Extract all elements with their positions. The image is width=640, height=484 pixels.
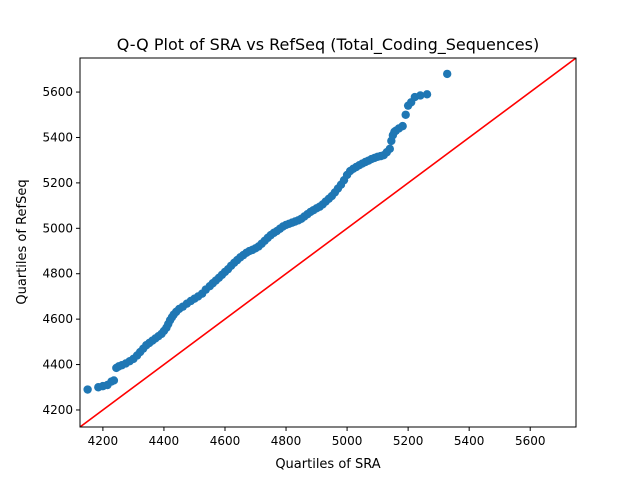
y-tick-label: 5200 xyxy=(42,176,73,190)
x-tick-label: 5200 xyxy=(393,434,424,448)
x-tick-label: 4400 xyxy=(149,434,180,448)
x-tick-label: 4800 xyxy=(271,434,302,448)
y-tick-label: 5600 xyxy=(42,85,73,99)
reference-line-layer xyxy=(80,58,576,427)
y-axis-label: Quartiles of RefSeq xyxy=(15,179,30,304)
data-point xyxy=(398,121,407,131)
x-tick-label: 5400 xyxy=(454,434,485,448)
y-tick-label: 4800 xyxy=(42,267,73,281)
y-tick-label: 4600 xyxy=(42,312,73,326)
data-point xyxy=(422,90,432,99)
reference-line xyxy=(80,58,576,427)
x-tick-label: 4600 xyxy=(210,434,241,448)
x-tick-label: 4200 xyxy=(88,434,119,448)
y-axis: 4200 4400 4600 4800 5000 5200 5400 5600 xyxy=(42,85,80,417)
points-layer xyxy=(83,69,452,394)
x-tick-label: 5600 xyxy=(515,434,546,448)
x-axis: 4200 4400 4600 4800 5000 5200 5400 5600 xyxy=(88,427,546,448)
data-point xyxy=(442,69,452,79)
data-point xyxy=(416,91,425,100)
y-tick-label: 5000 xyxy=(42,221,73,235)
y-tick-label: 4200 xyxy=(42,403,73,417)
data-point xyxy=(401,110,410,119)
x-tick-label: 5000 xyxy=(332,434,363,448)
data-point xyxy=(109,376,119,385)
chart-title: Q-Q Plot of SRA vs RefSeq (Total_Coding_… xyxy=(117,35,539,55)
y-tick-label: 5400 xyxy=(42,130,73,144)
data-point xyxy=(385,144,395,154)
x-axis-label: Quartiles of SRA xyxy=(275,457,380,472)
y-tick-label: 4400 xyxy=(42,358,73,372)
data-point xyxy=(83,385,92,394)
plot-area-frame xyxy=(79,57,577,428)
